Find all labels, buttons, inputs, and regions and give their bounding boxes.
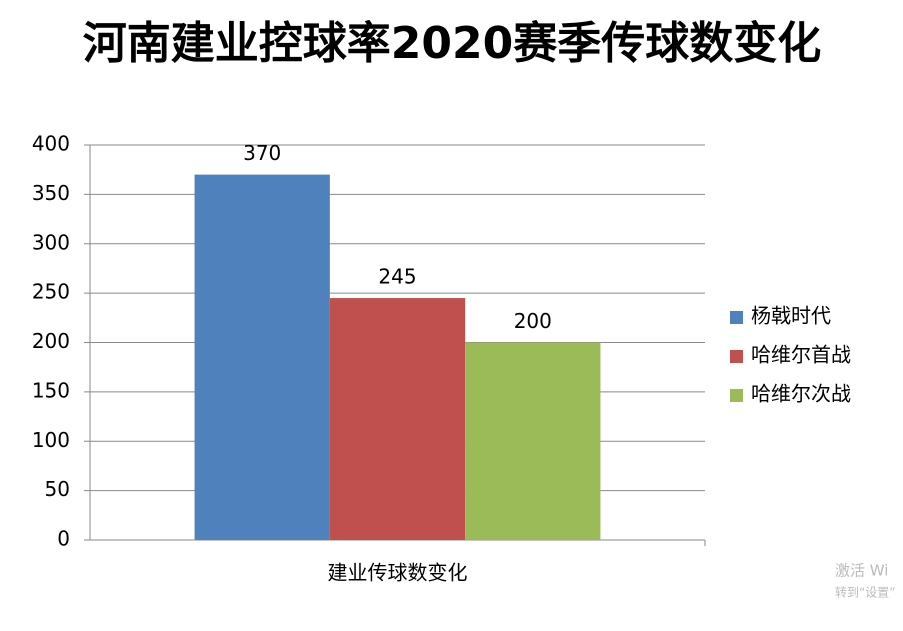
legend-label: 杨戟时代 [751,304,831,328]
y-tick-label: 50 [45,477,70,501]
data-label: 200 [514,309,552,333]
y-tick-label: 250 [32,280,70,304]
y-tick-label: 0 [57,527,70,551]
legend-swatch [730,350,743,363]
y-tick-label: 100 [32,428,70,452]
y-tick-label: 200 [32,329,70,353]
legend-swatch [730,389,743,402]
y-tick-label: 150 [32,378,70,402]
bar [329,298,466,540]
bar [194,174,330,540]
watermark: 转到“设置” [835,585,895,600]
chart-title: 河南建业控球率2020赛季传球数变化 [83,18,821,69]
y-tick-label: 300 [32,230,70,254]
watermark: 激活 Wi [835,562,888,580]
legend-swatch [730,311,743,324]
legend-label: 哈维尔次战 [751,382,851,406]
y-tick-label: 350 [32,181,70,205]
data-label: 245 [378,265,416,289]
y-tick-label: 400 [32,132,70,156]
x-tick-label: 建业传球数变化 [328,561,468,585]
bar [465,342,601,540]
legend-label: 哈维尔首战 [751,343,851,367]
data-label: 370 [243,141,281,165]
